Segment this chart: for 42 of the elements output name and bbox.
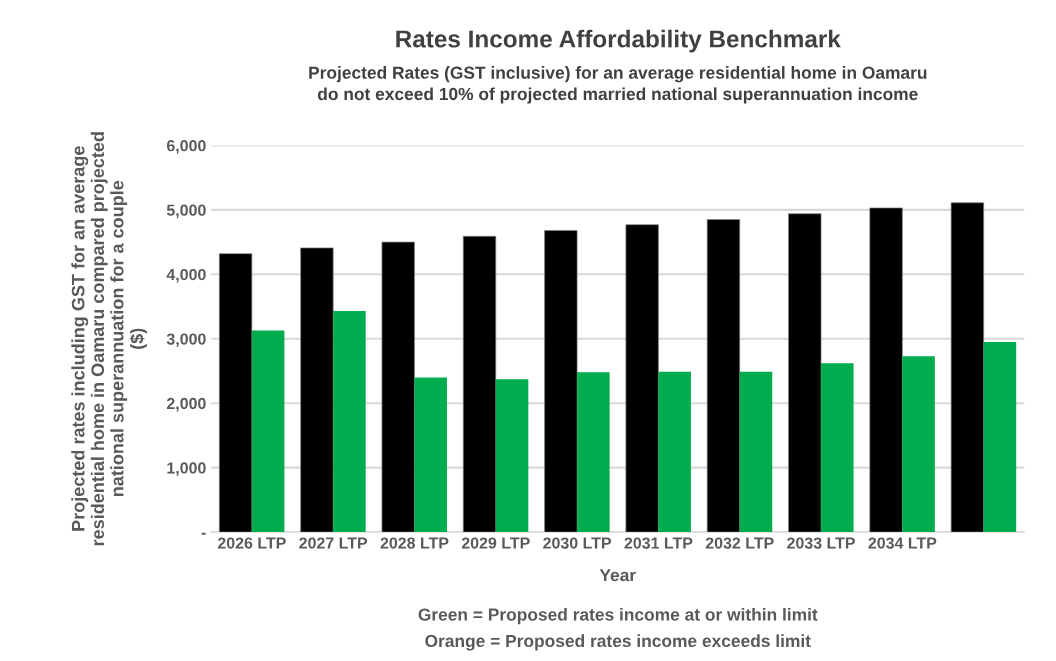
bar — [706, 219, 741, 533]
y-axis-title: Projected rates including GST for an average residential home in Oamaru compared projected national superannuation for a couple ($) — [71, 132, 147, 546]
bar — [414, 377, 447, 533]
bar — [218, 253, 253, 533]
x-tick-label: 2031 LTP — [624, 537, 693, 549]
bar — [950, 202, 985, 533]
bar — [251, 330, 285, 533]
x-tick-label: 2033 LTP — [787, 537, 855, 549]
bar — [821, 363, 854, 533]
bar — [544, 230, 578, 533]
x-tick-label: 2027 LTP — [299, 537, 368, 549]
bar — [869, 207, 903, 533]
text: Orange = Proposed rates income exceeds limit — [425, 634, 811, 651]
x-tick-label: 2029 LTP — [461, 537, 530, 549]
chart-subtitle: Projected Rates (GST inclusive) for an average residential home in Oamaru do not exceed 10% of projected married national superannuation income — [309, 66, 927, 104]
x-axis-title: Year — [599, 569, 636, 582]
x-tick-label: 2030 LTP — [543, 537, 612, 549]
y-tick-label: 2,000 — [166, 397, 206, 412]
bar — [788, 213, 822, 533]
x-tick-label: 2028 LTP — [380, 537, 449, 549]
bar — [300, 247, 334, 533]
text: Green = Proposed rates income at or within limit — [418, 607, 818, 625]
bar — [462, 235, 497, 533]
x-tick-label: 2034 LTP — [868, 537, 937, 549]
y-tick-label: 5,000 — [166, 204, 206, 219]
x-tick-label: 2026 LTP — [217, 537, 286, 549]
y-tick-label: 4,000 — [166, 268, 206, 283]
bar — [902, 356, 935, 533]
x-tick-label: 2032 LTP — [705, 537, 774, 549]
bar — [983, 341, 1017, 533]
bar — [381, 241, 415, 533]
y-tick-label: 3,000 — [166, 333, 206, 348]
y-tick-label: - — [201, 532, 206, 535]
chart-title: Rates Income Affordability Benchmark — [396, 29, 841, 53]
bar — [333, 311, 366, 533]
y-tick-label: 6,000 — [166, 140, 206, 154]
bar — [495, 379, 529, 533]
bar — [739, 371, 773, 533]
bar — [658, 371, 691, 533]
bar — [625, 224, 659, 533]
y-tick-label: 1,000 — [167, 462, 206, 476]
bar — [577, 372, 610, 533]
